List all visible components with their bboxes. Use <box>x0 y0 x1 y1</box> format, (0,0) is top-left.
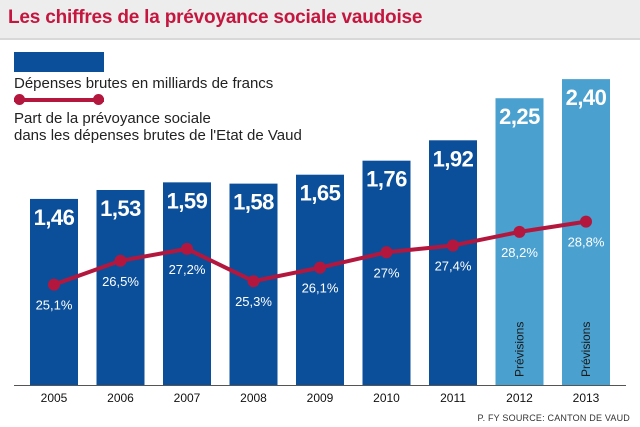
legend-line-swatch <box>14 98 104 102</box>
x-tick-label-2009: 2009 <box>307 391 334 405</box>
bar-value-label-2008: 1,58 <box>233 190 274 215</box>
line-point-2012 <box>513 225 526 238</box>
bar-value-label-2012: 2,25 <box>499 104 540 129</box>
x-tick-label-2006: 2006 <box>107 391 134 405</box>
bar-value-label-2011: 1,92 <box>433 146 474 171</box>
bar-value-label-2007: 1,59 <box>167 188 208 213</box>
bar-2006 <box>96 190 145 385</box>
bar-2005 <box>30 198 78 385</box>
line-point-2005 <box>48 278 60 291</box>
x-tick-label-2010: 2010 <box>373 391 400 405</box>
bar-value-label-2010: 1,76 <box>366 167 407 192</box>
line-point-2006 <box>114 254 127 267</box>
x-tick-label-2013: 2013 <box>573 391 600 405</box>
x-tick-label-2012: 2012 <box>506 391 533 405</box>
bar-value-label-2013: 2,40 <box>566 85 607 110</box>
line-value-label-2006: 26,5% <box>102 274 139 289</box>
chart-title: Les chiffres de la prévoyance sociale va… <box>8 7 423 28</box>
line-value-label-2012: 28,2% <box>501 245 538 260</box>
x-tick-label-2008: 2008 <box>240 391 267 405</box>
line-point-2009 <box>314 261 326 274</box>
legend-bars-label: Dépenses brutes en milliards de francs <box>14 75 274 92</box>
forecast-label-2013: Prévisions <box>579 322 593 377</box>
source-credit: P. FY SOURCE: CANTON DE VAUD <box>477 413 630 423</box>
legend-line-dot-left <box>14 94 25 105</box>
bar-value-label-2009: 1,65 <box>300 181 341 206</box>
legend-line-label-2: dans les dépenses brutes de l'Etat de Va… <box>14 127 302 144</box>
line-value-label-2009: 26,1% <box>302 281 339 296</box>
line-value-label-2005: 25,1% <box>36 298 73 313</box>
x-tick-label-2011: 2011 <box>440 391 466 405</box>
line-value-label-2013: 28,8% <box>568 235 605 250</box>
legend-bar-swatch <box>14 52 104 72</box>
bar-2007 <box>163 182 211 385</box>
title-band <box>0 0 640 38</box>
line-value-label-2008: 25,3% <box>235 294 272 309</box>
legend-line-label-1: Part de la prévoyance sociale <box>14 110 211 127</box>
title-divider <box>0 38 640 40</box>
line-point-2013 <box>580 215 592 228</box>
line-value-label-2011: 27,4% <box>435 258 472 273</box>
bar-2013 <box>562 79 610 385</box>
bar-value-label-2006: 1,53 <box>100 196 141 221</box>
forecast-label-2012: Prévisions <box>513 322 527 377</box>
line-value-label-2007: 27,2% <box>169 262 206 277</box>
x-tick-label-2005: 2005 <box>41 391 68 405</box>
line-point-2007 <box>181 242 193 255</box>
x-tick-label-2007: 2007 <box>174 391 201 405</box>
bar-value-label-2005: 1,46 <box>34 205 75 230</box>
line-value-label-2010: 27% <box>373 265 399 280</box>
line-point-2010 <box>380 246 393 259</box>
line-point-2008 <box>247 275 260 288</box>
bar-2009 <box>296 174 344 385</box>
bar-2012 <box>495 98 544 385</box>
line-point-2011 <box>447 239 459 252</box>
legend-line-dot-right <box>93 94 104 105</box>
bar-2011 <box>429 140 477 385</box>
bar-2010 <box>362 160 411 385</box>
